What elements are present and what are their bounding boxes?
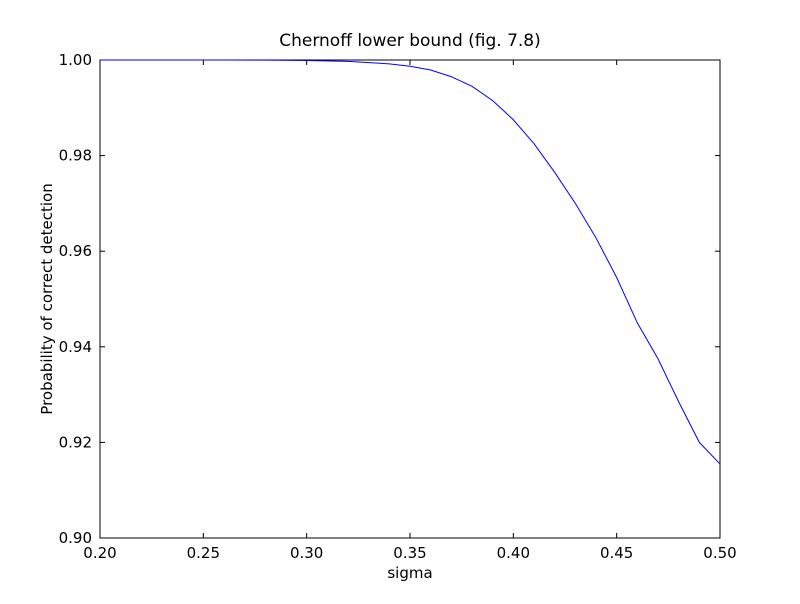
axis-ticks: 0.20 0.25 0.30 0.35 0.40 0.45 0.50 0.90 0.92 0.94…	[59, 51, 737, 562]
series-line	[100, 59, 721, 465]
y-tick-label: 1.00	[59, 51, 92, 69]
chart-title: Chernoff lower bound (fig. 7.8)	[279, 31, 541, 51]
x-tick-label: 0.40	[497, 544, 530, 562]
x-tick-label: 0.45	[600, 544, 633, 562]
x-axis-label: sigma	[387, 564, 432, 582]
plot-area	[99, 59, 721, 539]
y-tick-label: 0.98	[59, 147, 92, 165]
x-tick-label: 0.20	[83, 544, 116, 562]
y-tick-label: 0.92	[59, 433, 92, 451]
y-tick-label: 0.96	[59, 242, 92, 260]
series-group	[100, 59, 721, 465]
y-axis-label: Probability of correct detection	[38, 183, 56, 414]
y-tick-label: 0.94	[59, 338, 92, 356]
x-tick-label: 0.50	[703, 544, 736, 562]
x-tick-label: 0.25	[187, 544, 220, 562]
y-tick-label: 0.90	[59, 529, 92, 547]
x-tick-label: 0.30	[290, 544, 323, 562]
x-tick-label: 0.35	[393, 544, 426, 562]
